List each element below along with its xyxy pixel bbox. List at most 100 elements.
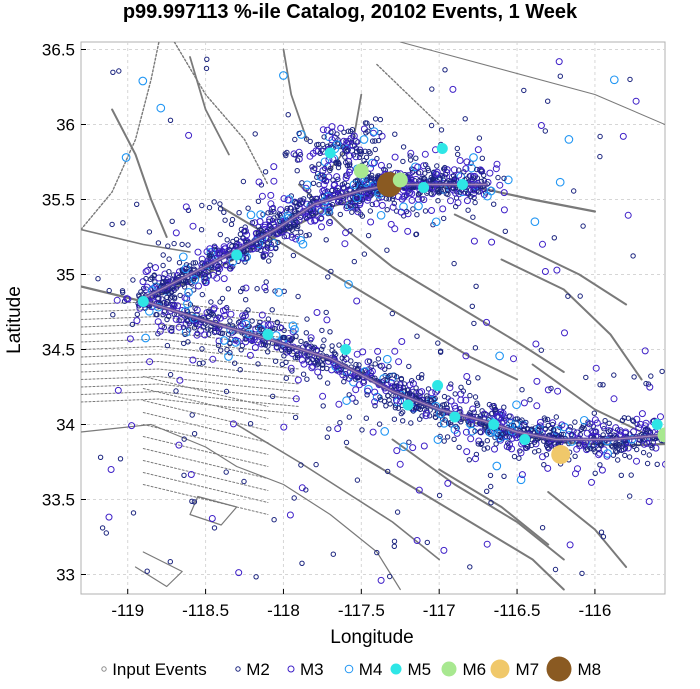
event-marker: [467, 435, 475, 443]
event-marker: [520, 422, 528, 430]
event-marker: [553, 266, 561, 274]
event-marker: [201, 278, 207, 284]
event-marker: [120, 220, 126, 226]
event-marker: [400, 144, 407, 150]
event-marker: [224, 352, 233, 361]
event-marker: [423, 162, 429, 168]
event-marker: [671, 432, 675, 436]
event-marker: [542, 417, 548, 423]
event-marker: [320, 343, 326, 349]
event-marker: [447, 397, 455, 405]
event-marker: [512, 400, 521, 410]
event-marker: [270, 220, 278, 228]
notable-event-m6: [392, 172, 408, 188]
event-marker: [339, 371, 347, 379]
event-marker: [319, 346, 325, 352]
event-marker: [289, 328, 297, 336]
fault-line: [547, 491, 628, 568]
event-marker: [268, 241, 274, 247]
notable-event-m5: [231, 249, 243, 261]
event-marker: [204, 56, 210, 62]
event-marker: [328, 129, 334, 136]
event-marker: [415, 374, 422, 381]
event-marker: [256, 218, 264, 226]
event-marker: [329, 201, 336, 208]
event-marker: [377, 576, 385, 584]
event-marker: [242, 224, 248, 230]
legend-marker: [490, 659, 510, 679]
event-marker: [430, 222, 436, 228]
event-marker: [227, 340, 233, 346]
event-marker: [275, 239, 281, 246]
event-marker: [401, 381, 408, 387]
event-marker: [256, 322, 262, 329]
mapped-fault-dotted: [81, 368, 300, 385]
event-marker: [532, 340, 540, 348]
event-marker: [312, 360, 318, 366]
chart-title: p99.997113 %-ile Catalog, 20102 Events, …: [123, 1, 578, 23]
event-marker: [378, 201, 386, 209]
event-marker: [166, 269, 172, 275]
event-marker: [441, 438, 447, 444]
event-marker: [467, 426, 477, 436]
event-marker: [144, 267, 152, 274]
event-marker: [349, 180, 359, 190]
event-marker: [517, 448, 523, 454]
event-marker: [327, 329, 333, 335]
mapped-fault-dotted: [81, 353, 300, 370]
event-marker: [391, 538, 398, 544]
event-marker: [363, 415, 369, 421]
event-marker: [246, 351, 254, 359]
event-marker: [164, 316, 170, 323]
event-marker: [105, 513, 113, 521]
event-marker: [195, 282, 202, 290]
event-marker: [246, 210, 256, 220]
event-marker: [408, 196, 416, 204]
event-marker: [375, 137, 382, 144]
event-marker: [169, 218, 175, 225]
event-marker: [258, 192, 266, 200]
event-marker: [343, 439, 350, 446]
event-marker: [433, 435, 443, 444]
event-marker: [610, 395, 618, 403]
event-marker: [652, 444, 660, 452]
event-marker: [592, 364, 600, 372]
event-marker: [190, 260, 197, 266]
event-marker: [545, 98, 551, 104]
event-marker: [237, 367, 243, 373]
event-marker: [180, 324, 187, 330]
event-marker: [191, 431, 198, 437]
event-marker: [581, 425, 587, 432]
event-marker: [583, 374, 589, 381]
event-marker: [291, 495, 297, 501]
event-marker: [428, 389, 436, 397]
event-marker: [400, 384, 406, 390]
event-marker: [477, 429, 484, 435]
y-tick-label: 33: [56, 566, 75, 585]
event-marker: [458, 384, 464, 390]
y-axis-title: Latitude: [4, 286, 25, 354]
event-marker: [453, 429, 461, 437]
event-marker: [391, 153, 399, 161]
event-marker: [356, 201, 364, 209]
event-marker: [312, 165, 318, 171]
event-marker: [310, 345, 316, 351]
event-marker: [631, 374, 637, 380]
event-marker: [637, 420, 645, 428]
legend: Input Events M2 M3 M4 M5 M6 M7 M8: [101, 656, 601, 682]
event-marker: [391, 347, 399, 355]
event-marker: [298, 484, 306, 492]
event-marker: [440, 546, 448, 554]
boundary-line: [399, 42, 665, 125]
legend-label: M5: [408, 660, 432, 679]
event-marker: [374, 347, 382, 355]
event-marker: [342, 396, 351, 405]
fault-line: [111, 108, 168, 238]
event-marker: [134, 311, 141, 317]
event-marker: [237, 231, 244, 237]
event-marker: [248, 245, 256, 253]
event-marker: [116, 68, 122, 74]
event-marker: [184, 288, 193, 297]
event-marker: [432, 395, 438, 402]
event-marker: [352, 178, 359, 184]
